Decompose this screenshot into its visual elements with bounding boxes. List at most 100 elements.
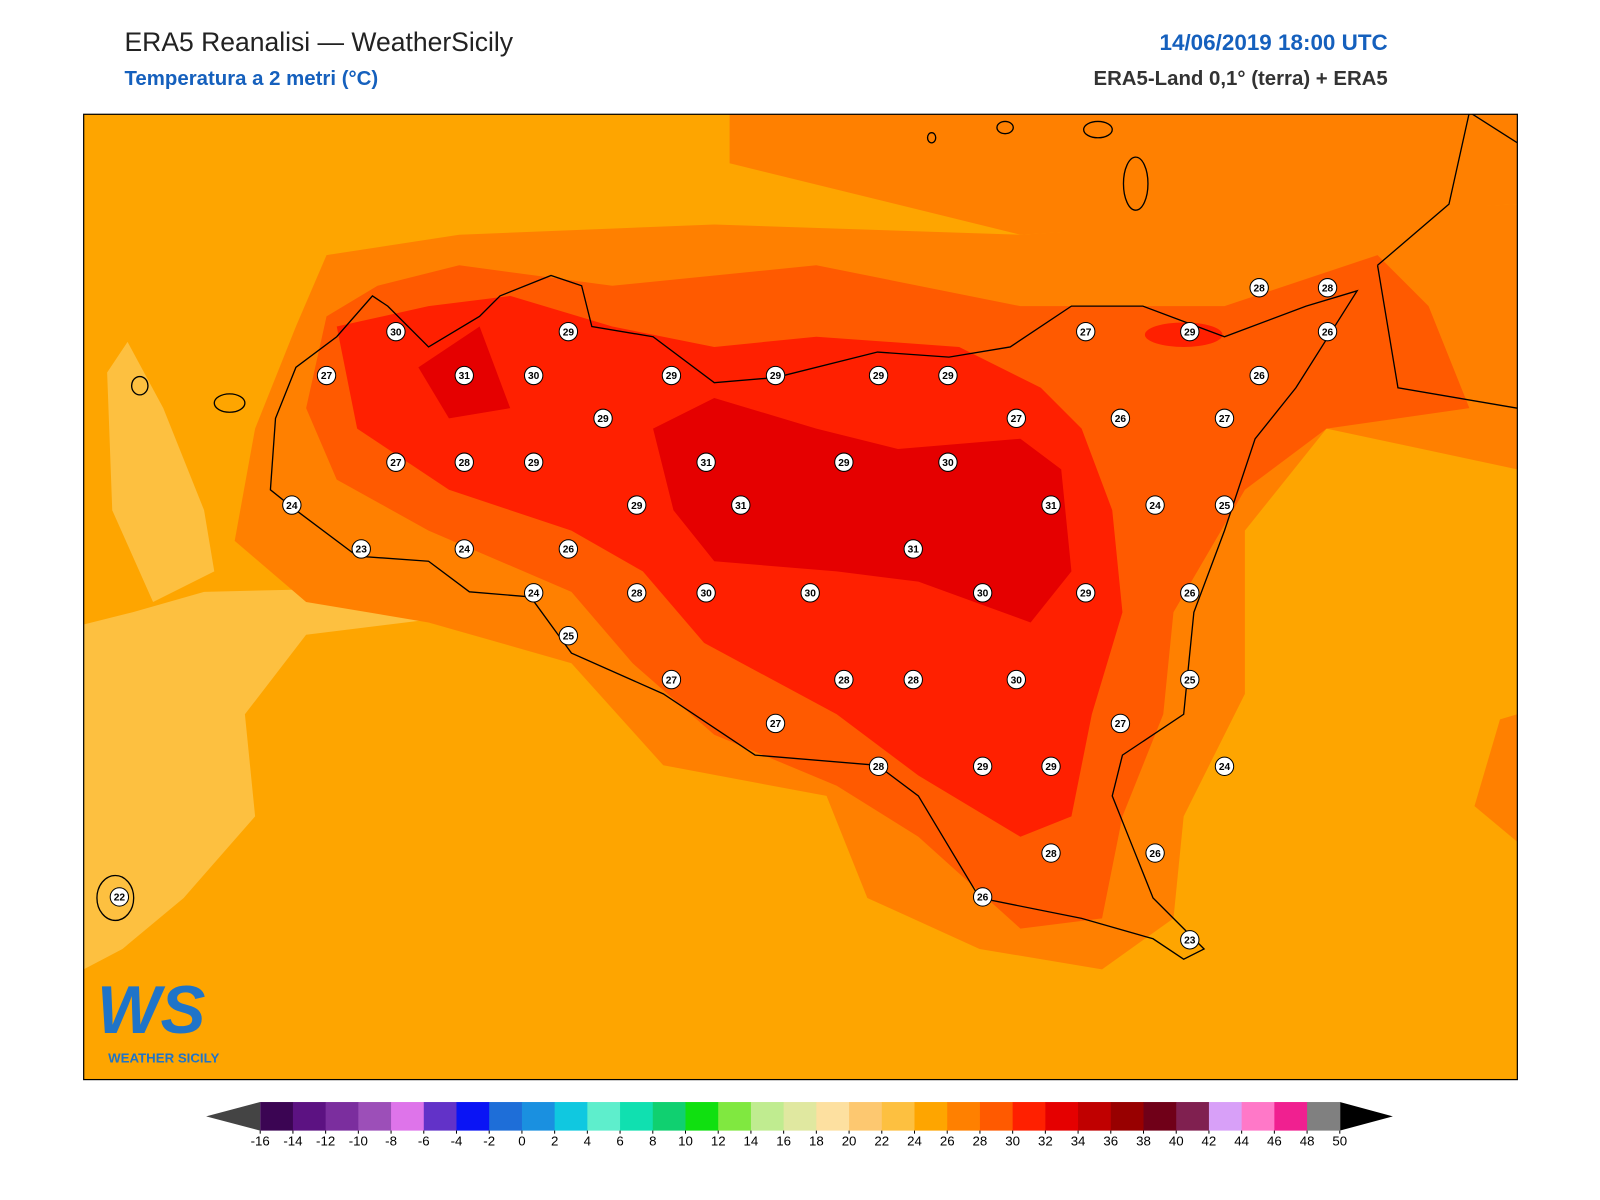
station-marker	[696, 452, 716, 472]
station-marker	[1180, 669, 1200, 690]
colorbar-tick-label: 28	[973, 1133, 988, 1148]
station-value: 26	[1322, 327, 1334, 338]
station: 28	[1041, 843, 1061, 863]
station-value: 29	[770, 371, 782, 382]
colorbar-box	[1045, 1102, 1079, 1131]
colorbar-tick-label: -14	[283, 1133, 302, 1148]
logo-name: WEATHER SICILY	[108, 1051, 219, 1066]
colorbar-tick-label: 34	[1071, 1133, 1086, 1148]
station-marker	[938, 365, 958, 386]
station-marker	[1214, 756, 1235, 777]
station-marker	[1110, 713, 1131, 734]
station: 27	[386, 452, 406, 472]
station-marker	[1145, 843, 1165, 863]
station-value: 27	[1011, 414, 1023, 425]
station: 23	[1180, 930, 1200, 950]
title: ERA5 Reanalisi — WeatherSicily	[124, 27, 513, 57]
station-marker	[627, 583, 647, 603]
station: 28	[627, 583, 647, 603]
station-marker	[593, 408, 613, 429]
colorbar-tick-label: 48	[1300, 1133, 1315, 1148]
band	[107, 341, 215, 603]
station: 22	[109, 887, 130, 907]
colorbar-tick-label: -4	[451, 1133, 463, 1148]
station-value: 31	[735, 501, 747, 512]
colorbar-box	[1110, 1102, 1145, 1131]
colorbar-box	[914, 1102, 948, 1131]
station: 27	[1006, 408, 1027, 429]
station: 29	[627, 495, 647, 515]
station: 24	[454, 539, 474, 559]
station: 27	[1214, 408, 1235, 429]
station: 26	[1110, 408, 1131, 429]
colorbar-box	[783, 1102, 817, 1131]
station: 24	[1214, 756, 1235, 777]
station-marker	[834, 669, 854, 690]
colorbar-tick-label: 30	[1005, 1133, 1020, 1148]
station-marker	[454, 365, 474, 386]
station-value: 29	[597, 414, 609, 425]
station-marker	[696, 583, 716, 603]
station-value: 28	[908, 675, 920, 686]
station: 30	[800, 583, 820, 603]
station-marker	[972, 756, 993, 777]
station-marker	[972, 887, 993, 907]
map-frame	[83, 113, 1518, 1081]
station-value: 29	[1045, 762, 1057, 773]
station: 29	[661, 365, 682, 386]
station-value: 29	[873, 371, 885, 382]
station: 24	[523, 583, 544, 603]
station: 27	[1110, 713, 1131, 734]
station-marker	[765, 713, 786, 734]
station: 27	[765, 713, 786, 734]
station: 28	[454, 452, 474, 472]
station-marker	[1110, 408, 1131, 429]
station-marker	[1145, 495, 1165, 515]
station: 26	[558, 539, 579, 559]
colorbar-tick-label: 38	[1136, 1133, 1151, 1148]
colorbar-tick-label: -10	[349, 1133, 368, 1148]
station-value: 26	[1254, 371, 1266, 382]
colorbar-tick-label: 42	[1202, 1133, 1217, 1148]
colorbar-tick-label: 40	[1169, 1133, 1184, 1148]
station: 27	[1076, 321, 1096, 342]
colorbar-tick-label: 32	[1038, 1133, 1053, 1148]
station: 30	[938, 452, 958, 472]
station-value: 30	[528, 371, 540, 382]
station-marker	[1006, 669, 1027, 690]
coastline	[96, 114, 1518, 960]
station: 28	[868, 756, 889, 777]
colorbar-box	[1274, 1102, 1308, 1131]
station-value: 29	[563, 327, 575, 338]
station: 27	[316, 365, 337, 386]
colorbar-box	[881, 1102, 916, 1131]
station-marker	[558, 539, 579, 559]
colorbar-box	[816, 1102, 850, 1131]
station-marker	[386, 452, 406, 472]
station-value: 27	[321, 371, 333, 382]
colorbar-tick-label: 8	[649, 1133, 656, 1148]
station-value: 27	[390, 458, 402, 469]
colorbar-tick-label: 2	[551, 1133, 558, 1148]
colorbar-tick-label: 44	[1234, 1133, 1249, 1148]
station-value: 26	[977, 893, 989, 904]
temperature-field: 30 29 27 31 30 29 29 29 29 29 27 26 27 27 28 29 31 29 30 24…	[83, 114, 1518, 1080]
station-value: 30	[700, 589, 712, 600]
station-marker	[523, 452, 544, 472]
band	[1474, 714, 1518, 842]
colorbar-tick-label: -12	[316, 1133, 335, 1148]
station: 26	[972, 887, 993, 907]
colorbar-extend-high	[1339, 1102, 1393, 1131]
station: 26	[1180, 583, 1200, 603]
station-value: 26	[1184, 589, 1196, 600]
station: 30	[696, 583, 716, 603]
station-marker	[661, 365, 682, 386]
station: 24	[1145, 495, 1165, 515]
station-value: 31	[700, 458, 712, 469]
band	[83, 588, 465, 970]
station-value: 25	[1219, 501, 1231, 512]
colorbar-tick-label: 36	[1103, 1133, 1118, 1148]
station: 30	[386, 321, 406, 342]
